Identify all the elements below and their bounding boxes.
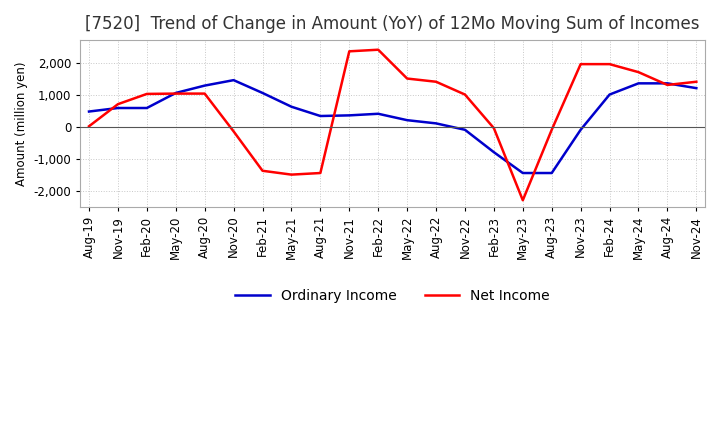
Ordinary Income bbox=[692, 85, 701, 91]
Net Income bbox=[85, 124, 94, 129]
Ordinary Income bbox=[576, 127, 585, 132]
Ordinary Income bbox=[461, 127, 469, 132]
Net Income bbox=[692, 79, 701, 84]
Ordinary Income bbox=[258, 90, 267, 95]
Net Income bbox=[374, 47, 382, 52]
Line: Net Income: Net Income bbox=[89, 50, 696, 200]
Ordinary Income bbox=[606, 92, 614, 97]
Ordinary Income bbox=[143, 105, 151, 110]
Ordinary Income bbox=[345, 113, 354, 118]
Ordinary Income bbox=[518, 170, 527, 176]
Net Income bbox=[576, 62, 585, 67]
Title: [7520]  Trend of Change in Amount (YoY) of 12Mo Moving Sum of Incomes: [7520] Trend of Change in Amount (YoY) o… bbox=[86, 15, 700, 33]
Net Income bbox=[229, 129, 238, 134]
Line: Ordinary Income: Ordinary Income bbox=[89, 80, 696, 173]
Net Income bbox=[461, 92, 469, 97]
Net Income bbox=[171, 91, 180, 96]
Net Income bbox=[634, 70, 643, 75]
Ordinary Income bbox=[402, 117, 411, 123]
Net Income bbox=[287, 172, 296, 177]
Ordinary Income bbox=[432, 121, 441, 126]
Ordinary Income bbox=[287, 104, 296, 110]
Net Income bbox=[518, 198, 527, 203]
Ordinary Income bbox=[229, 77, 238, 83]
Ordinary Income bbox=[634, 81, 643, 86]
Ordinary Income bbox=[200, 83, 209, 88]
Net Income bbox=[114, 102, 122, 107]
Net Income bbox=[402, 76, 411, 81]
Legend: Ordinary Income, Net Income: Ordinary Income, Net Income bbox=[230, 283, 556, 308]
Net Income bbox=[143, 91, 151, 96]
Net Income bbox=[663, 82, 672, 88]
Net Income bbox=[432, 79, 441, 84]
Net Income bbox=[200, 91, 209, 96]
Ordinary Income bbox=[490, 150, 498, 155]
Net Income bbox=[490, 125, 498, 131]
Ordinary Income bbox=[85, 109, 94, 114]
Ordinary Income bbox=[316, 114, 325, 119]
Ordinary Income bbox=[547, 170, 556, 176]
Ordinary Income bbox=[663, 81, 672, 86]
Net Income bbox=[316, 170, 325, 176]
Ordinary Income bbox=[374, 111, 382, 117]
Net Income bbox=[345, 49, 354, 54]
Ordinary Income bbox=[114, 105, 122, 110]
Ordinary Income bbox=[171, 90, 180, 95]
Net Income bbox=[258, 168, 267, 173]
Net Income bbox=[547, 127, 556, 132]
Net Income bbox=[606, 62, 614, 67]
Y-axis label: Amount (million yen): Amount (million yen) bbox=[15, 61, 28, 186]
